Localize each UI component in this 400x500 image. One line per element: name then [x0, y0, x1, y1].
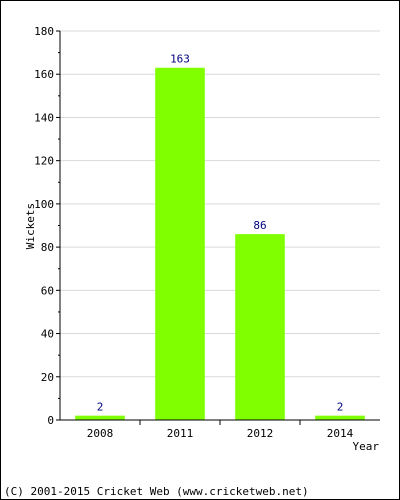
y-tick-label: 20	[41, 371, 54, 384]
y-tick-label: 0	[47, 414, 54, 427]
gridlines	[60, 30, 380, 378]
y-tick-label: 120	[34, 155, 54, 168]
axes	[56, 30, 380, 425]
bar-2014	[315, 415, 365, 420]
y-tick-label: 160	[34, 68, 54, 81]
x-tick-label: 2014	[327, 427, 354, 440]
y-tick-label: 140	[34, 111, 54, 124]
y-tick-label: 180	[34, 25, 54, 38]
x-tick-label: 2011	[167, 427, 194, 440]
data-label: 2	[97, 401, 104, 414]
y-tick-label: 100	[34, 198, 54, 211]
y-tick-label: 60	[41, 284, 54, 297]
x-axis-title: Year	[353, 440, 380, 453]
labels: 0 20 40 60 80 100 120 140 160 180 2 2008 163 2011 86 20…	[34, 25, 353, 440]
bar-2012	[235, 234, 285, 420]
y-tick-label: 80	[41, 241, 54, 254]
x-tick-label: 2008	[87, 427, 114, 440]
x-tick-label: 2012	[247, 427, 274, 440]
footer-copyright: (C) 2001-2015 Cricket Web (www.cricketwe…	[4, 485, 309, 498]
bars	[75, 67, 365, 420]
y-axis-title: Wickets	[24, 203, 37, 249]
data-label: 86	[253, 219, 266, 232]
y-tick-label: 40	[41, 328, 54, 341]
data-label: 163	[170, 53, 190, 66]
data-label: 2	[337, 401, 344, 414]
bar-2011	[155, 67, 205, 420]
bar-2008	[75, 415, 125, 420]
